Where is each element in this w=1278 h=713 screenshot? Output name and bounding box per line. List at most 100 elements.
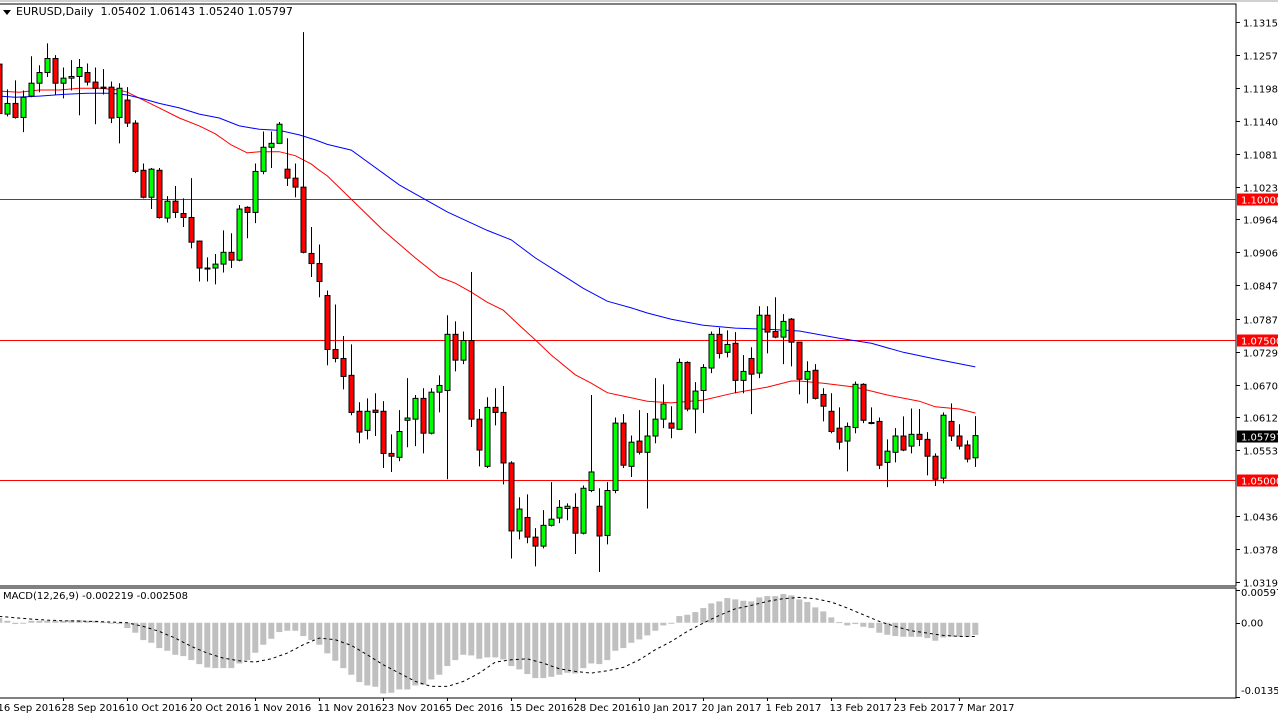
candle[interactable]	[564, 503, 571, 521]
candle[interactable]	[132, 120, 139, 174]
candle[interactable]	[972, 416, 979, 467]
candle[interactable]	[396, 410, 403, 462]
candle[interactable]	[300, 32, 307, 254]
candle[interactable]	[516, 497, 523, 540]
candle[interactable]	[780, 314, 787, 365]
candle[interactable]	[940, 412, 947, 484]
candle[interactable]	[756, 306, 763, 379]
candle[interactable]	[356, 402, 363, 444]
candle[interactable]	[580, 485, 587, 535]
candle[interactable]	[820, 388, 827, 422]
candle[interactable]	[676, 358, 683, 430]
candle[interactable]	[28, 56, 35, 98]
candle[interactable]	[276, 121, 283, 144]
candle[interactable]	[956, 424, 963, 450]
candle[interactable]	[348, 344, 355, 416]
candle[interactable]	[684, 361, 691, 412]
candle[interactable]	[732, 332, 739, 394]
candle[interactable]	[404, 378, 411, 448]
candle[interactable]	[548, 482, 555, 527]
candle[interactable]	[964, 440, 971, 463]
candle[interactable]	[420, 388, 427, 454]
candle[interactable]	[236, 205, 243, 262]
candle[interactable]	[500, 386, 507, 485]
candle[interactable]	[100, 69, 107, 95]
candle[interactable]	[828, 393, 835, 434]
candle[interactable]	[12, 80, 19, 119]
candle[interactable]	[268, 131, 275, 169]
candle[interactable]	[468, 271, 475, 428]
candle[interactable]	[340, 336, 347, 390]
candle[interactable]	[588, 394, 595, 493]
candle[interactable]	[948, 403, 955, 442]
candle[interactable]	[764, 306, 771, 354]
candle[interactable]	[252, 163, 259, 224]
candle[interactable]	[0, 58, 3, 116]
candle[interactable]	[436, 375, 443, 413]
candle[interactable]	[188, 178, 195, 249]
candle[interactable]	[804, 361, 811, 404]
candle[interactable]	[148, 168, 155, 210]
candle[interactable]	[884, 439, 891, 488]
candle[interactable]	[836, 407, 843, 450]
candle[interactable]	[180, 198, 187, 228]
candle[interactable]	[908, 408, 915, 454]
candle[interactable]	[572, 493, 579, 554]
candle[interactable]	[388, 434, 395, 472]
candle[interactable]	[812, 364, 819, 400]
candle[interactable]	[428, 388, 435, 435]
candle[interactable]	[444, 315, 451, 480]
candle[interactable]	[4, 89, 11, 117]
candle[interactable]	[204, 257, 211, 282]
candle[interactable]	[876, 417, 883, 470]
candle[interactable]	[244, 206, 251, 239]
candle[interactable]	[860, 383, 867, 424]
candle[interactable]	[508, 461, 515, 559]
candle[interactable]	[604, 482, 611, 545]
candle[interactable]	[628, 435, 635, 478]
candle[interactable]	[788, 318, 795, 367]
candle[interactable]	[916, 409, 923, 447]
candle[interactable]	[292, 163, 299, 198]
candle[interactable]	[228, 233, 235, 269]
candle[interactable]	[556, 500, 563, 524]
candle[interactable]	[452, 321, 459, 372]
candle[interactable]	[524, 494, 531, 544]
candle[interactable]	[284, 138, 291, 187]
candle[interactable]	[620, 414, 627, 469]
candle[interactable]	[460, 331, 467, 365]
candle[interactable]	[164, 196, 171, 223]
candle[interactable]	[380, 401, 387, 469]
candle[interactable]	[308, 227, 315, 278]
candle[interactable]	[868, 407, 875, 425]
candle[interactable]	[20, 90, 27, 133]
candle[interactable]	[108, 81, 115, 124]
candle[interactable]	[372, 393, 379, 437]
triangle-down-icon[interactable]	[3, 9, 11, 15]
candle[interactable]	[156, 168, 163, 219]
candle[interactable]	[220, 230, 227, 273]
candle[interactable]	[316, 244, 323, 298]
candle[interactable]	[668, 406, 675, 439]
candle[interactable]	[660, 384, 667, 429]
candle[interactable]	[716, 327, 723, 359]
candle[interactable]	[44, 43, 51, 78]
candle[interactable]	[412, 394, 419, 447]
candle[interactable]	[324, 290, 331, 366]
candle[interactable]	[364, 398, 371, 440]
candle[interactable]	[932, 453, 939, 487]
candle[interactable]	[708, 331, 715, 374]
candle[interactable]	[772, 297, 779, 339]
candle[interactable]	[172, 186, 179, 219]
candle[interactable]	[84, 63, 91, 86]
candle[interactable]	[740, 355, 747, 394]
candle[interactable]	[844, 422, 851, 472]
candle[interactable]	[332, 304, 339, 363]
candle[interactable]	[748, 347, 755, 415]
candle[interactable]	[476, 409, 483, 467]
candle[interactable]	[124, 87, 131, 128]
candle[interactable]	[612, 417, 619, 494]
candle[interactable]	[68, 60, 75, 91]
candle[interactable]	[644, 412, 651, 509]
